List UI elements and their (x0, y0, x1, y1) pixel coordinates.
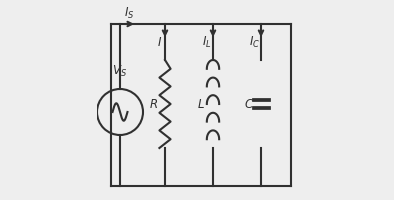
Text: $V_S$: $V_S$ (112, 63, 127, 79)
Text: $I_L$: $I_L$ (202, 34, 212, 50)
Text: $C$: $C$ (244, 98, 255, 110)
Text: $L$: $L$ (197, 98, 205, 110)
Text: $R$: $R$ (149, 98, 158, 110)
Text: $I_S$: $I_S$ (124, 5, 134, 21)
Text: $I_C$: $I_C$ (249, 34, 260, 50)
Text: $I$: $I$ (158, 36, 163, 48)
